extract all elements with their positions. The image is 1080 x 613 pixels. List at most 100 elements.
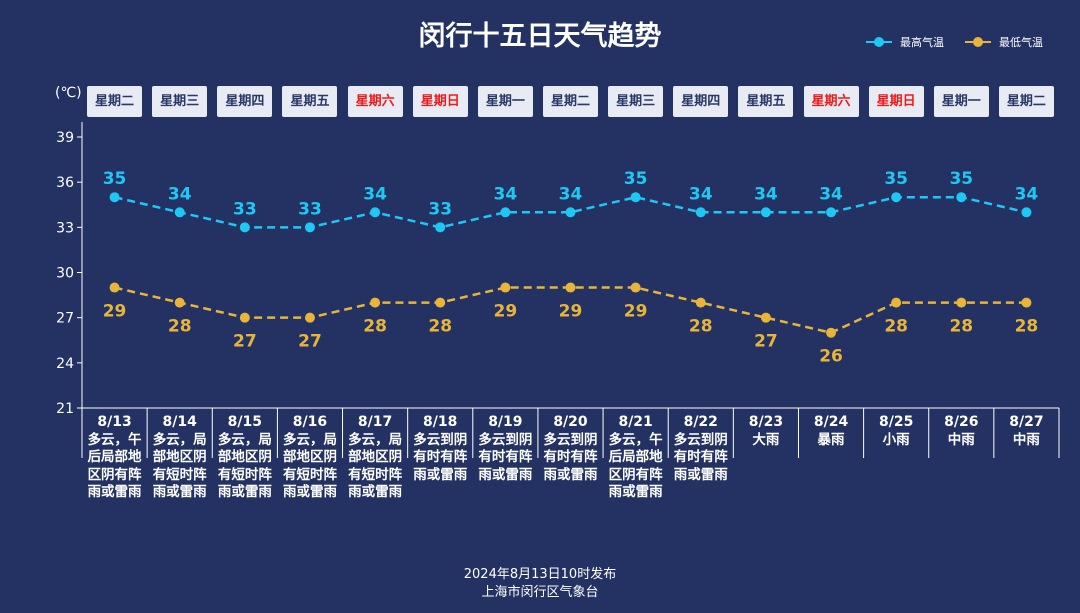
low-temp-point <box>956 297 967 308</box>
weather-text: 大雨 <box>752 431 780 448</box>
low-temp-label: 29 <box>624 302 648 322</box>
day-forecast: 8/17 多云，局部地区阴有短时阵雨或雷雨 <box>343 414 408 502</box>
y-axis-unit: (℃) <box>55 85 82 101</box>
high-temp-point <box>435 222 446 233</box>
date-label: 8/24 <box>813 414 849 430</box>
weather-text: 中雨 <box>947 431 975 448</box>
y-tick-label: 39 <box>56 130 74 146</box>
low-temp-point <box>239 312 250 323</box>
day-forecast: 8/27 中雨 <box>994 414 1059 449</box>
weekday-label: 星期日 <box>412 86 468 117</box>
low-temp-point <box>435 297 446 308</box>
high-temp-point <box>239 222 250 233</box>
high-temp-label: 34 <box>754 184 778 204</box>
low-temp-point <box>370 297 381 308</box>
weather-text: 中雨 <box>1012 431 1040 448</box>
date-label: 8/27 <box>1009 414 1044 430</box>
weekday-label: 星期三 <box>152 86 208 117</box>
y-tick-label: 36 <box>56 175 74 191</box>
weekday-label: 星期日 <box>868 86 924 117</box>
legend-low-label: 最低气温 <box>999 36 1043 49</box>
high-temp-point <box>500 207 511 218</box>
day-forecast: 8/16 多云，局部地区阴有短时阵雨或雷雨 <box>277 414 342 502</box>
weather-text: 小雨 <box>882 431 910 448</box>
low-temp-point <box>695 297 706 308</box>
low-temp-label: 29 <box>494 302 518 322</box>
weather-text: 暴雨 <box>817 431 845 448</box>
date-label: 8/18 <box>423 414 458 430</box>
source: 上海市闵行区气象台 <box>481 585 599 600</box>
day-forecast: 8/24 暴雨 <box>798 414 863 449</box>
weekday-label: 星期五 <box>282 86 338 117</box>
low-temp-label: 27 <box>233 332 257 352</box>
day-forecast: 8/19 多云到阴有时有阵雨或雷雨 <box>473 414 538 484</box>
weekday-label: 星期四 <box>217 86 273 117</box>
legend-high-marker-icon <box>866 37 892 47</box>
weather-text: 多云到阴有时有阵雨或雷雨 <box>673 431 728 483</box>
footer: 2024年8月13日10时发布 上海市闵行区气象台 <box>0 566 1080 602</box>
high-temp-point <box>695 207 706 218</box>
day-forecast: 8/15 多云，局部地区阴有短时阵雨或雷雨 <box>212 414 277 502</box>
high-temp-label: 34 <box>168 184 192 204</box>
weather-text: 多云，局部地区阴有短时阵雨或雷雨 <box>152 431 207 501</box>
day-forecast: 8/21 多云，午后局部地区阴有阵雨或雷雨 <box>603 414 668 502</box>
high-temp-label: 35 <box>624 169 648 189</box>
date-label: 8/14 <box>162 414 197 430</box>
day-forecast: 8/13 多云，午后局部地区阴有阵雨或雷雨 <box>82 414 147 502</box>
high-temp-label: 34 <box>819 184 843 204</box>
weekday-label: 星期二 <box>998 86 1054 117</box>
day-forecast: 8/25 小雨 <box>864 414 929 449</box>
low-temp-point <box>500 282 511 293</box>
low-temp-point <box>760 312 771 323</box>
low-temp-label: 28 <box>168 317 192 337</box>
date-label: 8/22 <box>683 414 718 430</box>
date-label: 8/16 <box>292 414 328 430</box>
date-label: 8/19 <box>488 414 523 430</box>
high-temp-point <box>891 192 902 203</box>
high-temp-point <box>304 222 315 233</box>
weekday-label: 星期一 <box>933 86 989 117</box>
day-forecast: 8/14 多云，局部地区阴有短时阵雨或雷雨 <box>147 414 212 502</box>
high-temp-label: 33 <box>233 199 257 219</box>
high-temp-point <box>630 192 641 203</box>
weekday-label: 星期一 <box>477 86 533 117</box>
weather-text: 多云到阴有时有阵雨或雷雨 <box>543 431 598 483</box>
date-label: 8/26 <box>944 414 979 430</box>
low-temp-point <box>891 297 902 308</box>
low-temp-label: 28 <box>949 317 973 337</box>
high-temp-label: 35 <box>884 169 908 189</box>
low-temp-label: 28 <box>363 317 387 337</box>
day-forecast: 8/26 中雨 <box>929 414 994 449</box>
y-tick-label: 27 <box>56 311 74 327</box>
low-temp-label: 29 <box>103 302 127 322</box>
high-temp-label: 35 <box>103 169 127 189</box>
publish-time: 2024年8月13日10时发布 <box>463 567 617 582</box>
low-temp-point <box>565 282 576 293</box>
y-tick-label: 24 <box>56 356 74 372</box>
low-temp-label: 27 <box>298 332 322 352</box>
y-tick-label: 33 <box>56 220 74 236</box>
low-temp-point <box>174 297 185 308</box>
low-temp-point <box>304 312 315 323</box>
low-temp-label: 26 <box>819 347 843 367</box>
low-temp-label: 29 <box>559 302 583 322</box>
weather-text: 多云到阴有时有阵雨或雷雨 <box>413 431 468 483</box>
date-label: 8/21 <box>618 414 653 430</box>
legend-high-label: 最高气温 <box>900 36 944 49</box>
low-temp-label: 28 <box>1015 317 1039 337</box>
legend-low-marker-icon <box>965 37 991 47</box>
high-temp-label: 34 <box>689 184 713 204</box>
weekday-label: 星期三 <box>608 86 664 117</box>
day-forecast: 8/20 多云到阴有时有阵雨或雷雨 <box>538 414 603 484</box>
weather-text: 多云，局部地区阴有短时阵雨或雷雨 <box>282 431 337 501</box>
weather-text: 多云，午后局部地区阴有阵雨或雷雨 <box>87 431 142 501</box>
weekday-label: 星期六 <box>347 86 403 117</box>
legend-low[interactable]: 最低气温 <box>965 34 1043 50</box>
legend-high[interactable]: 最高气温 <box>866 34 944 50</box>
low-temp-label: 28 <box>689 317 713 337</box>
weather-text: 多云，局部地区阴有短时阵雨或雷雨 <box>348 431 403 501</box>
date-label: 8/23 <box>748 414 784 430</box>
high-temp-point <box>109 192 120 203</box>
y-tick-label: 30 <box>56 266 74 282</box>
